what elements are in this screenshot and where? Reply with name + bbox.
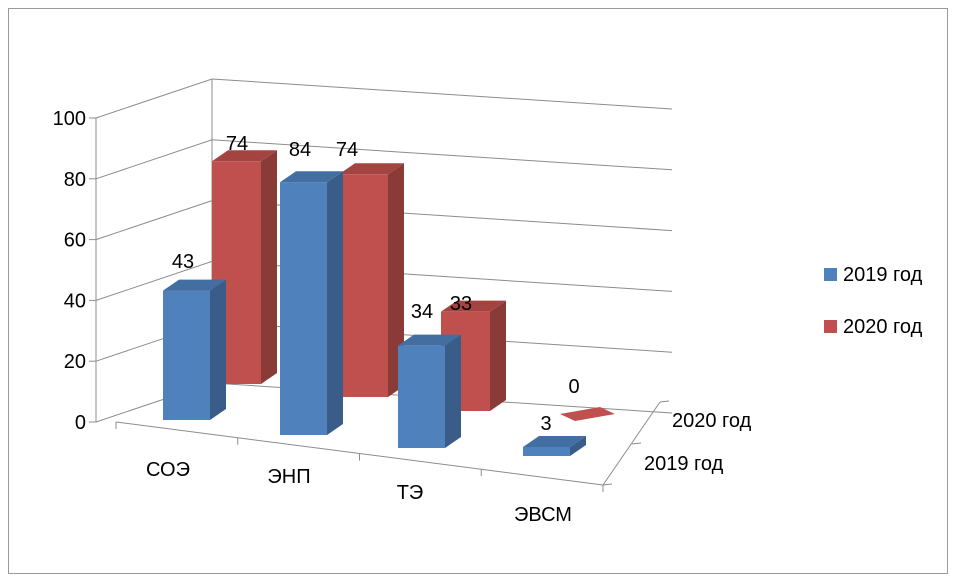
- x-tick-label: СОЭ: [146, 459, 190, 481]
- bar-2019 год-ЭНП-front: [280, 182, 327, 435]
- bar-2020 год-ЭНП-front: [339, 174, 388, 397]
- bar-2019 год-ЭНП-side: [327, 171, 343, 435]
- data-labels: 43 84 34 3 74 74 33 0: [172, 133, 580, 435]
- bar-2019 год-ЭНП: [280, 171, 343, 435]
- chart-frame: [8, 8, 948, 574]
- data-label: 33: [450, 293, 472, 315]
- y-tick-label: 0: [75, 412, 86, 434]
- data-label: 74: [226, 133, 248, 155]
- y-tick-label: 100: [53, 108, 86, 130]
- axes: 0 20 40 60 80 100 СОЭ ЭНП ТЭ ЭВСМ 2020 год 2019 год: [53, 108, 752, 526]
- depth-tick-label: 2020 год: [672, 410, 752, 432]
- x-tick-label: ЭВСМ: [514, 504, 572, 526]
- depth-tick-mark: [602, 483, 613, 486]
- depth-tick-mark: [631, 442, 642, 445]
- data-label: 43: [172, 251, 194, 273]
- y-tick-label: 40: [64, 290, 86, 312]
- bar-2019 год-ЭНП-top: [280, 171, 343, 183]
- bar-2020 год-СОЭ-top: [212, 150, 277, 162]
- bar-2019 год-ТЭ-side: [445, 334, 461, 448]
- data-label: 0: [568, 376, 579, 398]
- bar-2019 год-СОЭ-side: [210, 279, 226, 420]
- bar-2020 год-ТЭ-top: [441, 300, 506, 312]
- bar-2019 год-СОЭ: [163, 279, 226, 420]
- bar-flat-ЭВСМ: [560, 407, 615, 421]
- legend: 2019 год 2020 год: [824, 264, 923, 338]
- legend-label: 2019 год: [843, 264, 923, 286]
- bar-2020 год-ЭНП: [339, 163, 404, 397]
- bar-2019 год-СОЭ-front: [163, 290, 210, 420]
- bar-2019 год-ЭВСМ-front: [523, 446, 570, 456]
- bar-2020 год-СОЭ-side: [261, 150, 277, 384]
- data-label: 34: [411, 301, 433, 323]
- y-tick-label: 80: [64, 169, 86, 191]
- bars: [163, 150, 615, 456]
- bar-2019 год-ЭВСМ: [523, 435, 586, 456]
- legend-swatch: [824, 320, 837, 333]
- data-label: 3: [540, 413, 551, 435]
- bar-2020 год-ЭНП-top: [339, 163, 404, 175]
- data-label: 74: [336, 139, 358, 161]
- data-label: 84: [289, 139, 311, 161]
- gridlines: [95, 78, 673, 423]
- bar-2020 год-ЭНП-side: [388, 163, 404, 397]
- depth-axis-line: [602, 401, 661, 486]
- bar-2019 год-ЭВСМ-side: [570, 435, 586, 456]
- bar-2019 год-ЭВСМ-top: [523, 435, 586, 447]
- bar-2019 год-ТЭ-front: [398, 345, 445, 448]
- y-tick-label: 60: [64, 230, 86, 252]
- bar-2019 год-ТЭ-top: [398, 334, 461, 346]
- bar-2019 год-СОЭ-top: [163, 279, 226, 291]
- legend-swatch: [824, 268, 837, 281]
- gridline-100: [95, 78, 673, 119]
- depth-tick-mark: [659, 400, 670, 403]
- bar-2020 год-ТЭ-side: [490, 300, 506, 411]
- bar-2019 год-ТЭ: [398, 334, 461, 448]
- y-tick-label: 20: [64, 351, 86, 373]
- legend-label: 2020 год: [843, 316, 923, 338]
- depth-tick-label: 2019 год: [644, 453, 724, 475]
- x-tick-label: ТЭ: [397, 482, 424, 504]
- bar-2020 год-ЭВСМ: [560, 407, 615, 421]
- x-tick-label: ЭНП: [267, 466, 310, 488]
